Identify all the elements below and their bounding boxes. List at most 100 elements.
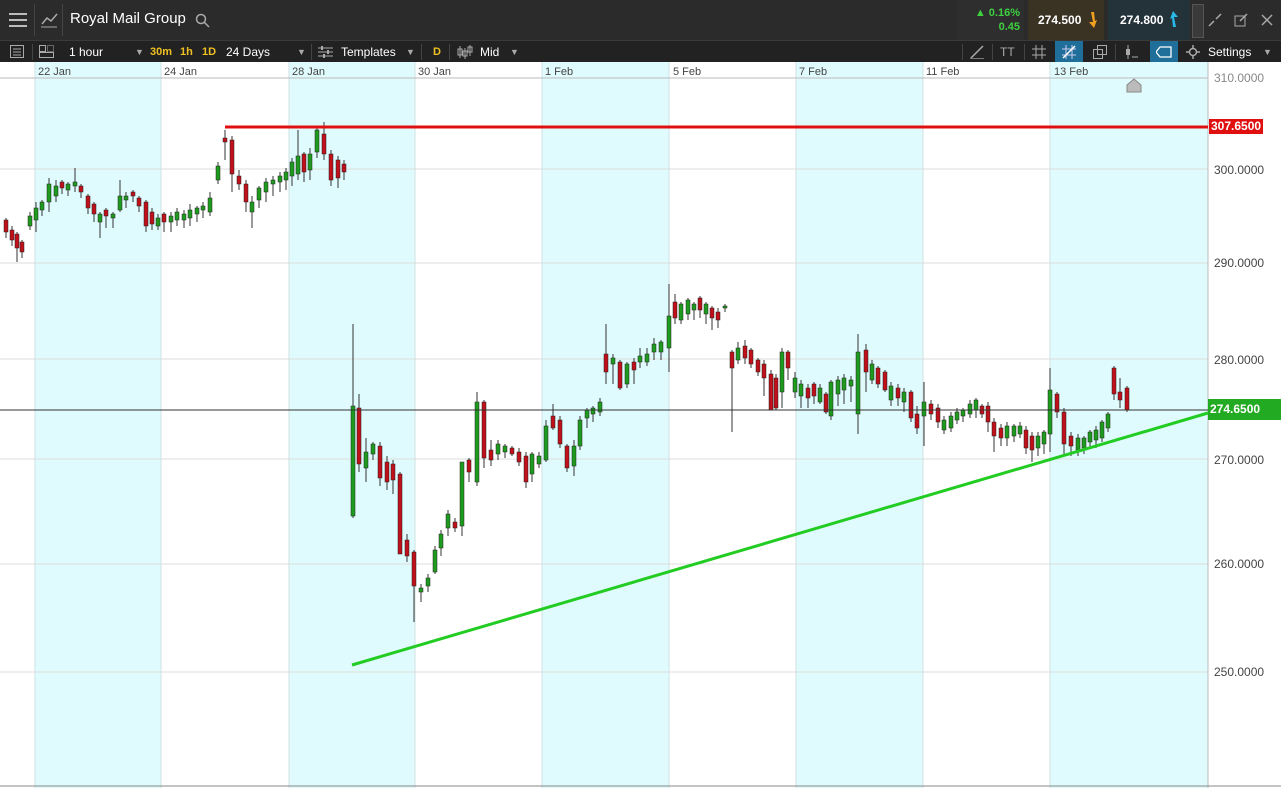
x-label: 13 Feb	[1054, 66, 1089, 78]
candle-body	[697, 297, 703, 311]
candle-body	[773, 377, 779, 409]
popout-icon[interactable]	[1234, 13, 1248, 27]
templates-icon[interactable]	[318, 45, 333, 59]
candle-body	[1004, 425, 1010, 439]
x-label: 22 Jan	[38, 66, 72, 78]
y-label: 290.0000	[1214, 256, 1265, 270]
draw-line-icon[interactable]	[970, 45, 984, 59]
candle-body	[1017, 425, 1023, 435]
text-size-button[interactable]: TT	[1000, 45, 1015, 59]
candle-body	[1087, 431, 1093, 443]
quick-1h-button[interactable]: 1h	[180, 46, 193, 58]
candle-body	[85, 195, 91, 209]
templates-dropdown-icon[interactable]: ▼	[406, 47, 415, 57]
interval-dropdown-icon[interactable]: ▼	[135, 47, 144, 57]
candle-body	[78, 185, 84, 193]
close-icon[interactable]	[1261, 14, 1273, 26]
tag-icon	[1156, 46, 1172, 58]
candle-body	[571, 445, 577, 467]
candle-body	[328, 153, 334, 181]
search-icon[interactable]	[195, 13, 210, 28]
change-percent-value: 0.16%	[988, 7, 1020, 19]
candle-body	[523, 455, 529, 483]
alert-marker-icon[interactable]	[1126, 78, 1142, 93]
candle-body	[1041, 431, 1047, 445]
settings-gear-icon[interactable]	[1186, 45, 1200, 59]
day-shading	[35, 62, 1208, 788]
candle-body	[805, 387, 811, 399]
candle-body	[14, 233, 20, 249]
candle-body	[97, 213, 103, 223]
candle-body	[363, 451, 369, 469]
candle-body	[341, 163, 347, 173]
candle-body	[577, 419, 583, 447]
candle-body	[755, 359, 761, 373]
y-label: 300.0000	[1214, 163, 1265, 177]
windows-icon[interactable]	[1093, 45, 1107, 59]
candle-body	[603, 353, 609, 373]
candle-body	[9, 229, 15, 241]
price-type-select[interactable]: Mid	[480, 45, 500, 59]
candle-body	[624, 363, 630, 385]
x-label: 24 Jan	[164, 66, 198, 78]
y-label: 270.0000	[1214, 453, 1265, 467]
menu-icon[interactable]	[9, 12, 27, 28]
candle-body	[397, 473, 403, 555]
candle-body	[321, 133, 327, 155]
candle-body	[350, 405, 356, 517]
candle-body	[908, 391, 914, 419]
candle-body	[314, 129, 320, 153]
buy-button[interactable]: 274.800	[1108, 0, 1190, 40]
candle-body	[307, 153, 313, 171]
price-chart[interactable]	[0, 62, 1281, 788]
candle-body	[411, 551, 417, 587]
candle-body	[432, 549, 438, 573]
candle-body	[875, 367, 881, 385]
quick-30m-button[interactable]: 30m	[150, 46, 173, 58]
interval-select[interactable]: 1 hour	[69, 45, 104, 59]
range-select[interactable]: 24 Days	[226, 45, 271, 59]
candle-body	[207, 197, 213, 213]
settings-button[interactable]: Settings	[1208, 45, 1252, 59]
candle-body	[557, 419, 563, 445]
candle-body	[914, 413, 920, 429]
templates-button[interactable]: Templates	[341, 45, 396, 59]
quick-1d-button[interactable]: 1D	[202, 46, 217, 58]
candle-body	[1011, 425, 1017, 437]
chart-toolbar: 1 hour ▼ 30m 1h 1D 24 Days ▼ Templates ▼…	[0, 40, 1281, 63]
candle-body	[277, 175, 283, 183]
settings-dropdown-icon[interactable]: ▼	[1263, 47, 1272, 57]
range-dropdown-icon[interactable]: ▼	[297, 47, 306, 57]
candle-body	[1099, 421, 1105, 439]
candle-body	[404, 539, 410, 557]
change-percent: ▲ 0.16%	[974, 7, 1020, 19]
candle-type-icon[interactable]	[457, 44, 473, 60]
price-type-dropdown-icon[interactable]: ▼	[510, 47, 519, 57]
candle-body	[785, 351, 791, 369]
d-badge[interactable]: D	[433, 46, 441, 58]
candle-body	[828, 381, 834, 417]
candle-body	[863, 349, 869, 373]
chart-line-icon[interactable]	[40, 11, 58, 29]
candles	[3, 122, 1130, 622]
x-label: 11 Feb	[926, 66, 960, 78]
indicator-icon[interactable]	[1124, 44, 1138, 60]
candle-body	[481, 401, 487, 459]
layout-icon[interactable]	[39, 45, 54, 58]
current-price-label: 274.6500	[1208, 399, 1281, 420]
top-bar: Royal Mail Group ▲ 0.16% 0.45 274.500 27…	[0, 0, 1281, 40]
candle-body	[143, 201, 149, 227]
quantity-handle[interactable]	[1192, 4, 1204, 38]
candle-body	[249, 201, 255, 213]
candle-body	[529, 453, 535, 475]
list-icon[interactable]	[10, 45, 24, 58]
y-label: 280.0000	[1214, 353, 1265, 367]
grid-icon[interactable]	[1032, 45, 1046, 59]
sell-button[interactable]: 274.500	[1028, 0, 1104, 40]
trendline[interactable]	[351, 411, 1209, 667]
candle-body	[735, 347, 741, 361]
sell-price: 274.500	[1038, 13, 1082, 27]
candle-body	[103, 209, 109, 217]
candle-body	[637, 355, 643, 363]
minimize-icon[interactable]	[1208, 13, 1222, 27]
